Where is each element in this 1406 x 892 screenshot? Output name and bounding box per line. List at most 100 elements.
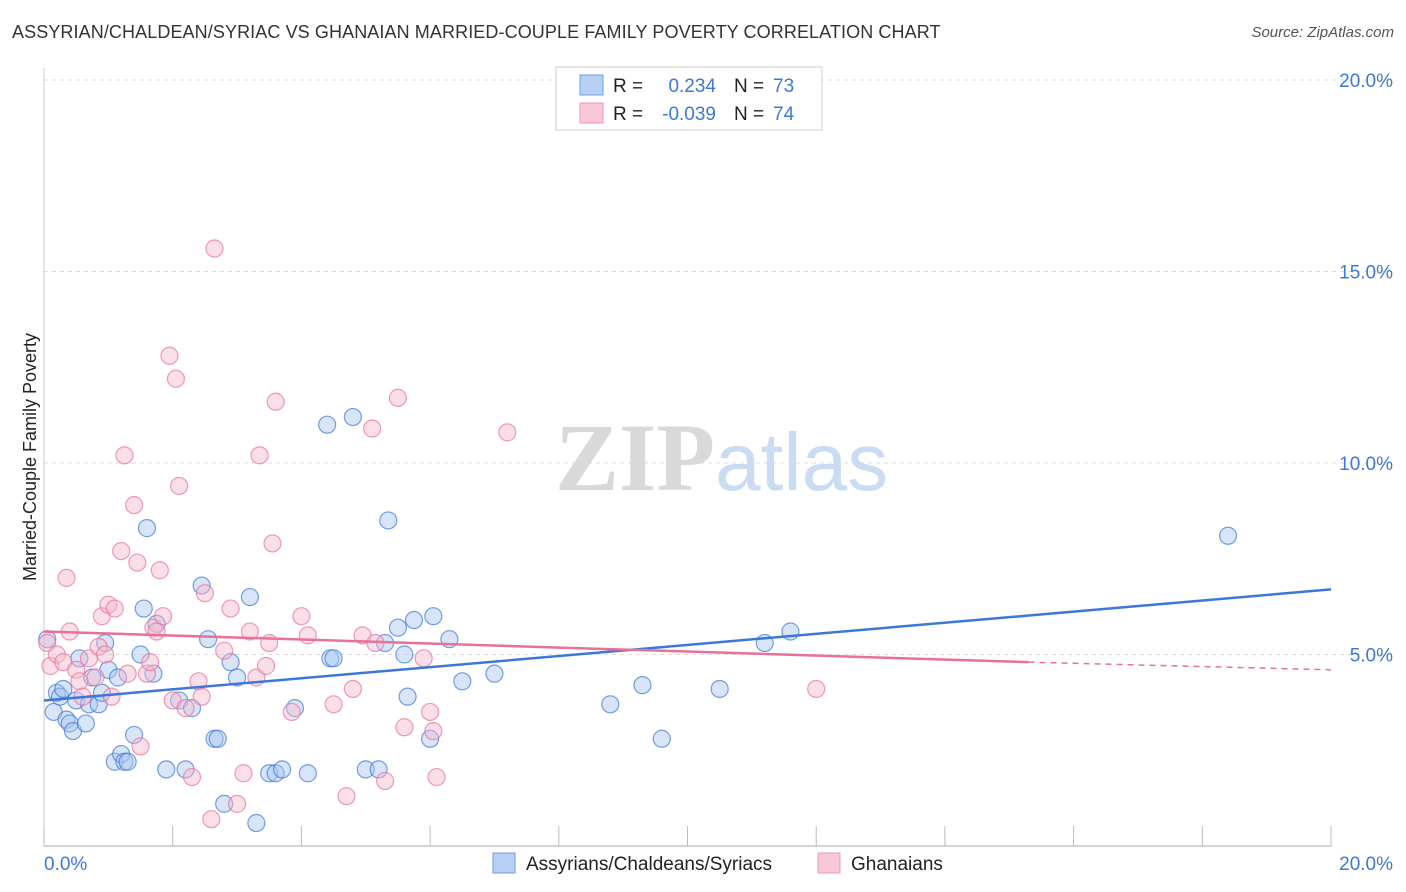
bottom-legend-swatch-blue xyxy=(492,852,516,874)
point-1-43 xyxy=(234,764,253,783)
x-tick-max: 20.0% xyxy=(1339,854,1393,875)
point-1-47 xyxy=(256,656,276,676)
point-0-22 xyxy=(124,725,144,745)
point-1-52 xyxy=(292,607,311,626)
legend-r-value-2: -0.039 xyxy=(662,104,716,125)
legend-n-label-1: N = xyxy=(734,76,764,97)
legend-swatch-blue xyxy=(579,74,604,96)
trend-lines xyxy=(43,588,1332,702)
point-0-57 xyxy=(404,610,424,630)
point-0-61 xyxy=(453,672,472,691)
point-1-34 xyxy=(182,767,202,787)
point-1-49 xyxy=(263,534,282,553)
point-0-40 xyxy=(247,813,266,833)
point-1-39 xyxy=(205,239,224,258)
point-1-27 xyxy=(150,561,169,580)
point-1-48 xyxy=(260,633,279,653)
point-1-68 xyxy=(807,679,826,699)
point-1-67 xyxy=(498,423,517,442)
point-0-24 xyxy=(134,599,153,618)
point-1-58 xyxy=(363,419,382,438)
point-0-50 xyxy=(356,760,375,779)
point-0-69 xyxy=(1218,526,1238,545)
point-0-63 xyxy=(601,695,620,714)
point-0-37 xyxy=(221,653,240,672)
trend-line-1 xyxy=(43,630,1029,664)
point-1-32 xyxy=(170,476,189,496)
trend-line-0 xyxy=(43,588,1332,702)
trend-line-dashed-1 xyxy=(1028,661,1332,671)
point-0-33 xyxy=(198,630,218,649)
point-0-55 xyxy=(395,645,414,664)
point-1-46 xyxy=(250,446,269,465)
point-1-19 xyxy=(118,664,137,683)
point-0-53 xyxy=(379,511,398,530)
point-1-54 xyxy=(324,695,343,714)
point-1-10 xyxy=(86,668,105,687)
point-1-18 xyxy=(115,446,134,465)
point-0-59 xyxy=(424,607,443,626)
point-1-55 xyxy=(337,787,356,806)
point-1-37 xyxy=(195,584,214,603)
point-1-28 xyxy=(153,607,173,626)
point-0-39 xyxy=(240,587,260,607)
axes xyxy=(43,68,1332,847)
y-tick-labels: 5.0% 10.0% 15.0% 20.0% xyxy=(1339,71,1393,667)
point-1-33 xyxy=(176,699,195,718)
bottom-legend-label-blue: Assyrians/Chaldeans/Syriacs xyxy=(526,854,772,875)
point-1-23 xyxy=(137,664,157,683)
point-0-38 xyxy=(227,668,247,687)
point-0-18 xyxy=(108,668,128,687)
point-1-51 xyxy=(282,702,301,722)
point-1-64 xyxy=(421,702,440,722)
bottom-legend-swatch-pink xyxy=(817,852,841,874)
point-1-66 xyxy=(427,767,446,787)
watermark: ZIP atlas xyxy=(555,404,888,511)
point-0-45 xyxy=(298,764,317,783)
y-tick-label-4: 20.0% xyxy=(1339,71,1393,92)
series-legend: Assyrians/Chaldeans/Syriacs Ghanaians xyxy=(492,852,943,875)
point-0-25 xyxy=(137,519,157,538)
point-1-44 xyxy=(240,622,260,641)
point-1-16 xyxy=(105,599,124,618)
point-1-50 xyxy=(266,392,285,411)
point-1-42 xyxy=(227,794,247,813)
legend-r-value-1: 0.234 xyxy=(668,76,716,97)
legend-r-label-1: R = xyxy=(613,76,643,97)
point-1-26 xyxy=(147,622,166,641)
point-0-48 xyxy=(324,649,343,668)
point-1-15 xyxy=(102,687,121,706)
legend-r-label-2: R = xyxy=(613,104,643,125)
point-0-66 xyxy=(710,679,729,699)
point-1-60 xyxy=(375,771,395,790)
point-1-62 xyxy=(395,718,414,737)
point-1-61 xyxy=(388,388,408,407)
legend-n-label-2: N = xyxy=(734,104,764,125)
point-0-21 xyxy=(118,752,137,771)
x-tick-min: 0.0% xyxy=(44,854,87,875)
gridlines xyxy=(44,79,1393,655)
point-0-26 xyxy=(144,664,163,683)
point-1-24 xyxy=(141,653,160,672)
watermark-atlas: atlas xyxy=(715,417,888,508)
point-1-65 xyxy=(424,721,443,741)
correlation-legend: R = 0.234 N = 73 R = -0.039 N = 74 xyxy=(555,66,823,131)
point-0-49 xyxy=(343,407,362,427)
point-1-63 xyxy=(414,649,433,668)
point-0-28 xyxy=(157,760,176,779)
chart-source: Source: ZipAtlas.com xyxy=(1251,24,1394,41)
point-1-20 xyxy=(124,496,144,515)
point-0-54 xyxy=(388,618,408,637)
point-1-40 xyxy=(215,641,234,660)
point-0-35 xyxy=(208,729,227,748)
point-1-38 xyxy=(202,810,221,829)
series-ghanaians-points xyxy=(38,239,826,829)
point-1-53 xyxy=(298,626,317,645)
y-tick-label-1: 5.0% xyxy=(1350,646,1393,667)
point-1-36 xyxy=(192,687,211,706)
point-0-4 xyxy=(54,679,73,699)
point-0-10 xyxy=(76,714,95,733)
legend-swatch-pink xyxy=(579,102,604,124)
point-0-36 xyxy=(215,794,234,813)
point-1-13 xyxy=(96,645,115,664)
